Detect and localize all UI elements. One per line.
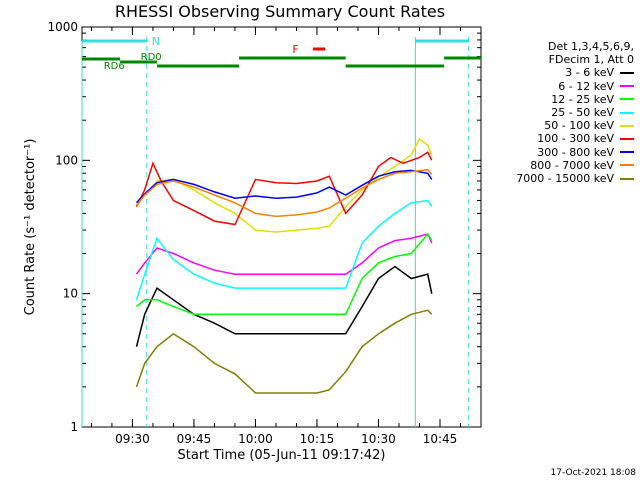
legend-entry-label: 100 - 300 keV (537, 132, 614, 146)
y-axis-label: Count Rate (s⁻¹ detector⁻¹) (23, 139, 38, 316)
series-line-300-800-keV (135, 169, 433, 204)
footer-timestamp: 17-Oct-2021 18:08 (550, 468, 636, 478)
legend-entry: 50 - 100 keV (484, 119, 634, 132)
plot-frame (81, 26, 482, 428)
y-tick-label: 1 (70, 420, 78, 434)
legend-entry: 800 - 7000 keV (484, 159, 634, 172)
x-tick-label: 09:30 (115, 432, 150, 446)
x-tick-label: 09:45 (177, 432, 212, 446)
legend-entry-label: 25 - 50 keV (551, 106, 614, 120)
series-line-50-100-keV (135, 137, 433, 233)
legend-swatch (620, 138, 634, 141)
legend-entry: 3 - 6 keV (484, 66, 634, 79)
legend-header-line-1: Det 1,3,4,5,6,9, (484, 40, 634, 53)
legend-entry-label: 50 - 100 keV (544, 119, 614, 133)
series-line-6-12-keV (135, 233, 433, 275)
legend-header-line-2: FDecim 1, Att 0 (484, 53, 634, 66)
legend-swatch (620, 124, 634, 127)
legend-swatch (620, 85, 634, 88)
legend-entry-label: 12 - 25 keV (551, 92, 614, 106)
x-axis-label: Start Time (05-Jun-11 09:17:42) (178, 448, 386, 463)
series-line-12-25-keV (136, 232, 433, 316)
rd6-label: RD6 (104, 61, 125, 72)
legend-entry: 6 - 12 keV (484, 80, 634, 93)
chart-title: RHESSI Observing Summary Count Rates (114, 2, 446, 21)
legend-entry: 100 - 300 keV (484, 132, 634, 145)
legend-swatch (620, 111, 634, 114)
legend-swatch (620, 98, 634, 101)
legend-entry: 300 - 800 keV (484, 146, 634, 159)
legend-entry-label: 6 - 12 keV (558, 79, 614, 93)
legend-entry: 12 - 25 keV (484, 93, 634, 106)
legend-entry: 25 - 50 keV (484, 106, 634, 119)
series-line-7000-15000-keV (135, 309, 433, 394)
legend-header-text-2: FDecim 1, Att 0 (548, 53, 634, 67)
y-tick-label: 1000 (47, 20, 78, 34)
rd0-label: RD0 (141, 52, 162, 63)
flare-label: F (292, 43, 298, 56)
legend-swatch (620, 72, 634, 74)
legend-swatch (620, 164, 634, 167)
x-tick-label: 10:45 (423, 432, 458, 446)
x-tick-label: 10:30 (361, 432, 396, 446)
legend-entry-label: 7000 - 15000 keV (516, 172, 614, 186)
x-tick-label: 10:15 (300, 432, 335, 446)
legend-entry: 7000 - 15000 keV (484, 172, 634, 185)
series-line-800-7000-keV (135, 168, 433, 218)
legend-entries: 3 - 6 keV 6 - 12 keV 12 - 25 keV 25 - 50 ke… (484, 66, 634, 185)
series-line-25-50-keV (135, 199, 433, 301)
legend-entry-label: 3 - 6 keV (565, 66, 614, 80)
series-line-100-300-keV (135, 151, 433, 226)
x-tick-label: 10:00 (238, 432, 273, 446)
legend-swatch (620, 177, 634, 180)
legend-swatch (620, 151, 634, 154)
night-label: N (152, 35, 160, 48)
y-tick-label: 10 (63, 287, 78, 301)
series-line-3-6-keV (135, 265, 433, 347)
legend-entry-label: 800 - 7000 keV (530, 158, 614, 172)
legend: Det 1,3,4,5,6,9, FDecim 1, Att 0 3 - 6 k… (484, 40, 634, 185)
y-tick-label: 100 (55, 153, 78, 167)
legend-entry-label: 300 - 800 keV (537, 145, 614, 159)
legend-header-text-1: Det 1,3,4,5,6,9, (547, 40, 634, 53)
